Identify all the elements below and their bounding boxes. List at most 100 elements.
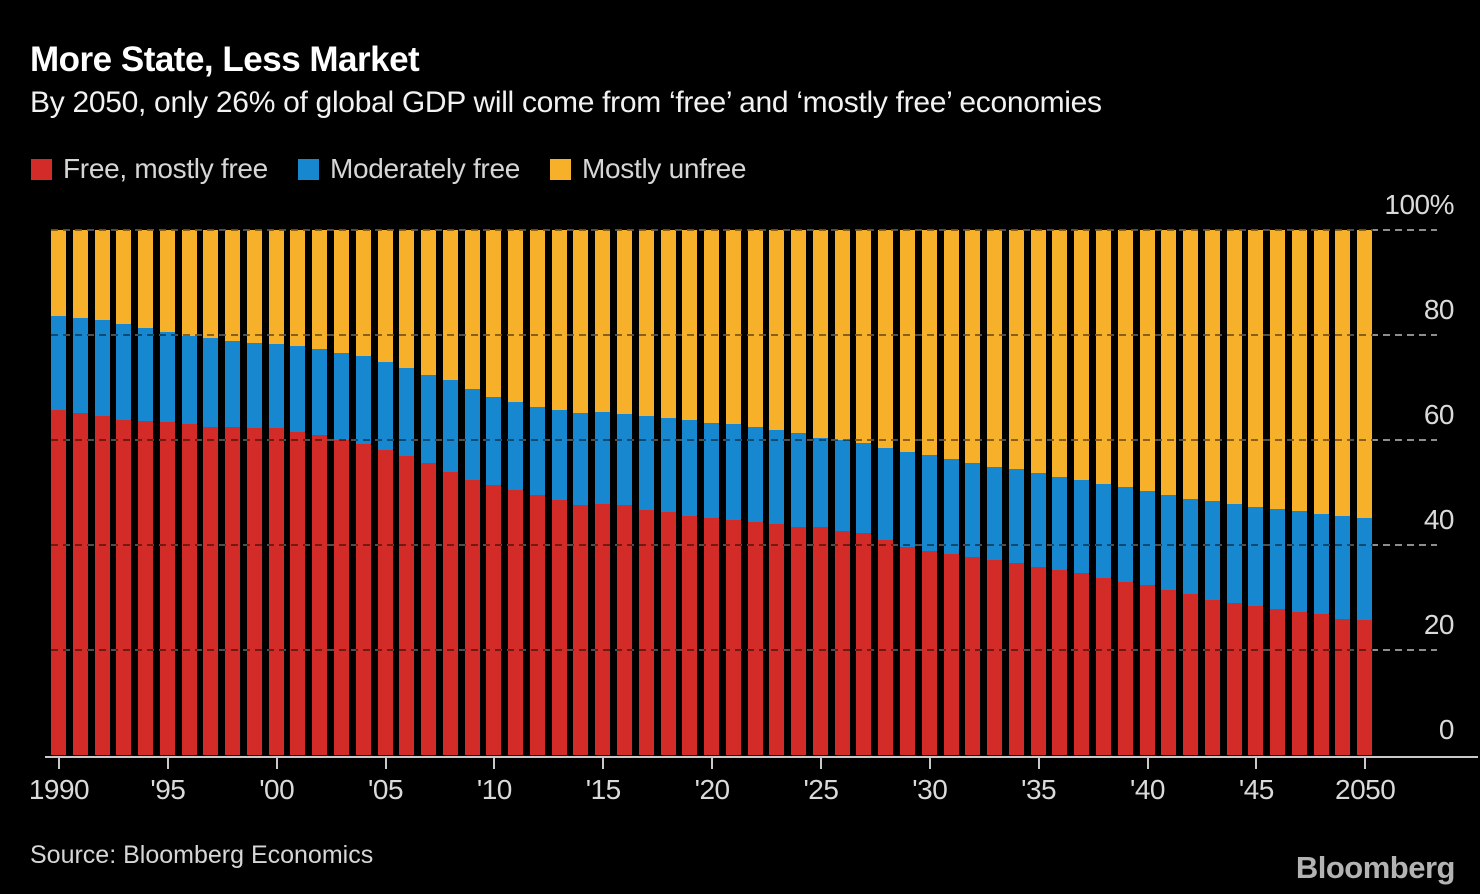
segment-mostly-unfree: [573, 230, 589, 413]
gridline-overlay-40: [51, 544, 1373, 546]
segment-moderately-free: [508, 401, 524, 490]
bar-2036: [1052, 230, 1068, 755]
bar-1993: [116, 230, 132, 755]
segment-moderately-free: [704, 422, 720, 519]
legend-item-free: Free, mostly free: [31, 153, 268, 185]
segment-mostly-unfree: [1161, 230, 1177, 496]
gridline-overlay-80: [51, 334, 1373, 336]
segment-mostly-unfree: [1335, 230, 1351, 517]
segment-free-mostly-free: [595, 503, 611, 755]
legend-label: Mostly unfree: [582, 153, 747, 184]
segment-free-mostly-free: [246, 427, 262, 755]
x-tick-2025: [819, 758, 822, 769]
segment-moderately-free: [1291, 510, 1307, 612]
segment-free-mostly-free: [791, 526, 807, 755]
bar-2049: [1335, 230, 1351, 755]
bar-2038: [1095, 230, 1111, 755]
bar-2006: [399, 230, 415, 755]
segment-moderately-free: [464, 389, 480, 480]
segment-mostly-unfree: [1030, 230, 1046, 474]
bar-2031: [943, 230, 959, 755]
segment-mostly-unfree: [1052, 230, 1068, 477]
segment-moderately-free: [399, 368, 415, 456]
segment-free-mostly-free: [769, 524, 785, 755]
segment-free-mostly-free: [529, 495, 545, 755]
bloomberg-logo: Bloomberg: [1295, 850, 1456, 885]
segment-mostly-unfree: [878, 230, 894, 449]
bar-2012: [529, 230, 545, 755]
bar-2028: [878, 230, 894, 755]
segment-moderately-free: [138, 327, 154, 421]
gridline-overlay-100: [51, 229, 1373, 231]
segment-free-mostly-free: [551, 499, 567, 755]
bar-2010: [486, 230, 502, 755]
segment-free-mostly-free: [51, 409, 66, 755]
segment-free-mostly-free: [1204, 600, 1220, 755]
x-label-2010: '10: [476, 774, 513, 805]
segment-mostly-unfree: [72, 230, 88, 319]
legend-label: Moderately free: [329, 153, 521, 184]
segment-free-mostly-free: [94, 416, 110, 755]
segment-mostly-unfree: [769, 230, 785, 430]
segment-free-mostly-free: [704, 518, 720, 755]
segment-moderately-free: [965, 463, 981, 557]
legend-item-mostly-unfree: Mostly unfree: [550, 153, 746, 185]
bar-2015: [595, 230, 611, 755]
segment-moderately-free: [769, 429, 785, 524]
segment-mostly-unfree: [1291, 230, 1307, 511]
segment-free-mostly-free: [1313, 614, 1329, 755]
bar-2040: [1139, 230, 1155, 755]
segment-moderately-free: [921, 455, 937, 551]
segment-free-mostly-free: [355, 444, 371, 755]
segment-moderately-free: [312, 349, 328, 435]
segment-moderately-free: [246, 342, 262, 428]
segment-free-mostly-free: [1357, 620, 1373, 755]
page-title: More State, Less Market: [30, 40, 420, 79]
segment-mostly-unfree: [1139, 230, 1155, 491]
segment-free-mostly-free: [486, 485, 502, 755]
x-label-2025: '25: [803, 774, 839, 805]
x-tick-2040: [1146, 758, 1149, 769]
x-label-1990: 1990: [28, 774, 90, 805]
bar-2032: [965, 230, 981, 755]
segment-free-mostly-free: [442, 471, 458, 755]
bar-2011: [508, 230, 524, 755]
bar-2025: [812, 230, 828, 755]
segment-mostly-unfree: [595, 230, 611, 413]
segment-free-mostly-free: [1291, 611, 1307, 755]
bar-2017: [638, 230, 654, 755]
segment-free-mostly-free: [943, 553, 959, 755]
gridline-overlay-60: [51, 439, 1373, 441]
bar-1992: [94, 230, 110, 755]
bar-2019: [682, 230, 698, 755]
bar-2035: [1030, 230, 1046, 755]
bar-1997: [203, 230, 219, 755]
segment-mostly-unfree: [551, 230, 567, 411]
segment-mostly-unfree: [1226, 230, 1242, 505]
segment-mostly-unfree: [1270, 230, 1286, 509]
legend: Free, mostly free Moderately free Mostly…: [31, 153, 746, 185]
legend-label: Free, mostly free: [63, 153, 268, 184]
bar-2041: [1161, 230, 1177, 755]
segment-mostly-unfree: [246, 230, 262, 343]
segment-moderately-free: [1204, 500, 1220, 601]
segment-mostly-unfree: [138, 230, 154, 328]
segment-moderately-free: [747, 426, 763, 522]
segment-free-mostly-free: [965, 556, 981, 755]
gridline-60: [51, 439, 1437, 441]
bar-2050: [1357, 230, 1373, 755]
segment-moderately-free: [1357, 518, 1373, 621]
x-tick-2050: [1364, 758, 1367, 769]
segment-moderately-free: [1139, 490, 1155, 585]
segment-free-mostly-free: [1139, 584, 1155, 755]
gridline-overlay-20: [51, 649, 1373, 651]
bar-2039: [1117, 230, 1133, 755]
segment-mostly-unfree: [725, 230, 741, 425]
segment-free-mostly-free: [225, 427, 241, 755]
segment-mostly-unfree: [399, 230, 415, 369]
x-label-2015: '15: [585, 774, 622, 805]
segment-free-mostly-free: [1074, 573, 1090, 755]
segment-moderately-free: [529, 407, 545, 496]
segment-free-mostly-free: [725, 519, 741, 755]
segment-mostly-unfree: [1204, 230, 1220, 501]
